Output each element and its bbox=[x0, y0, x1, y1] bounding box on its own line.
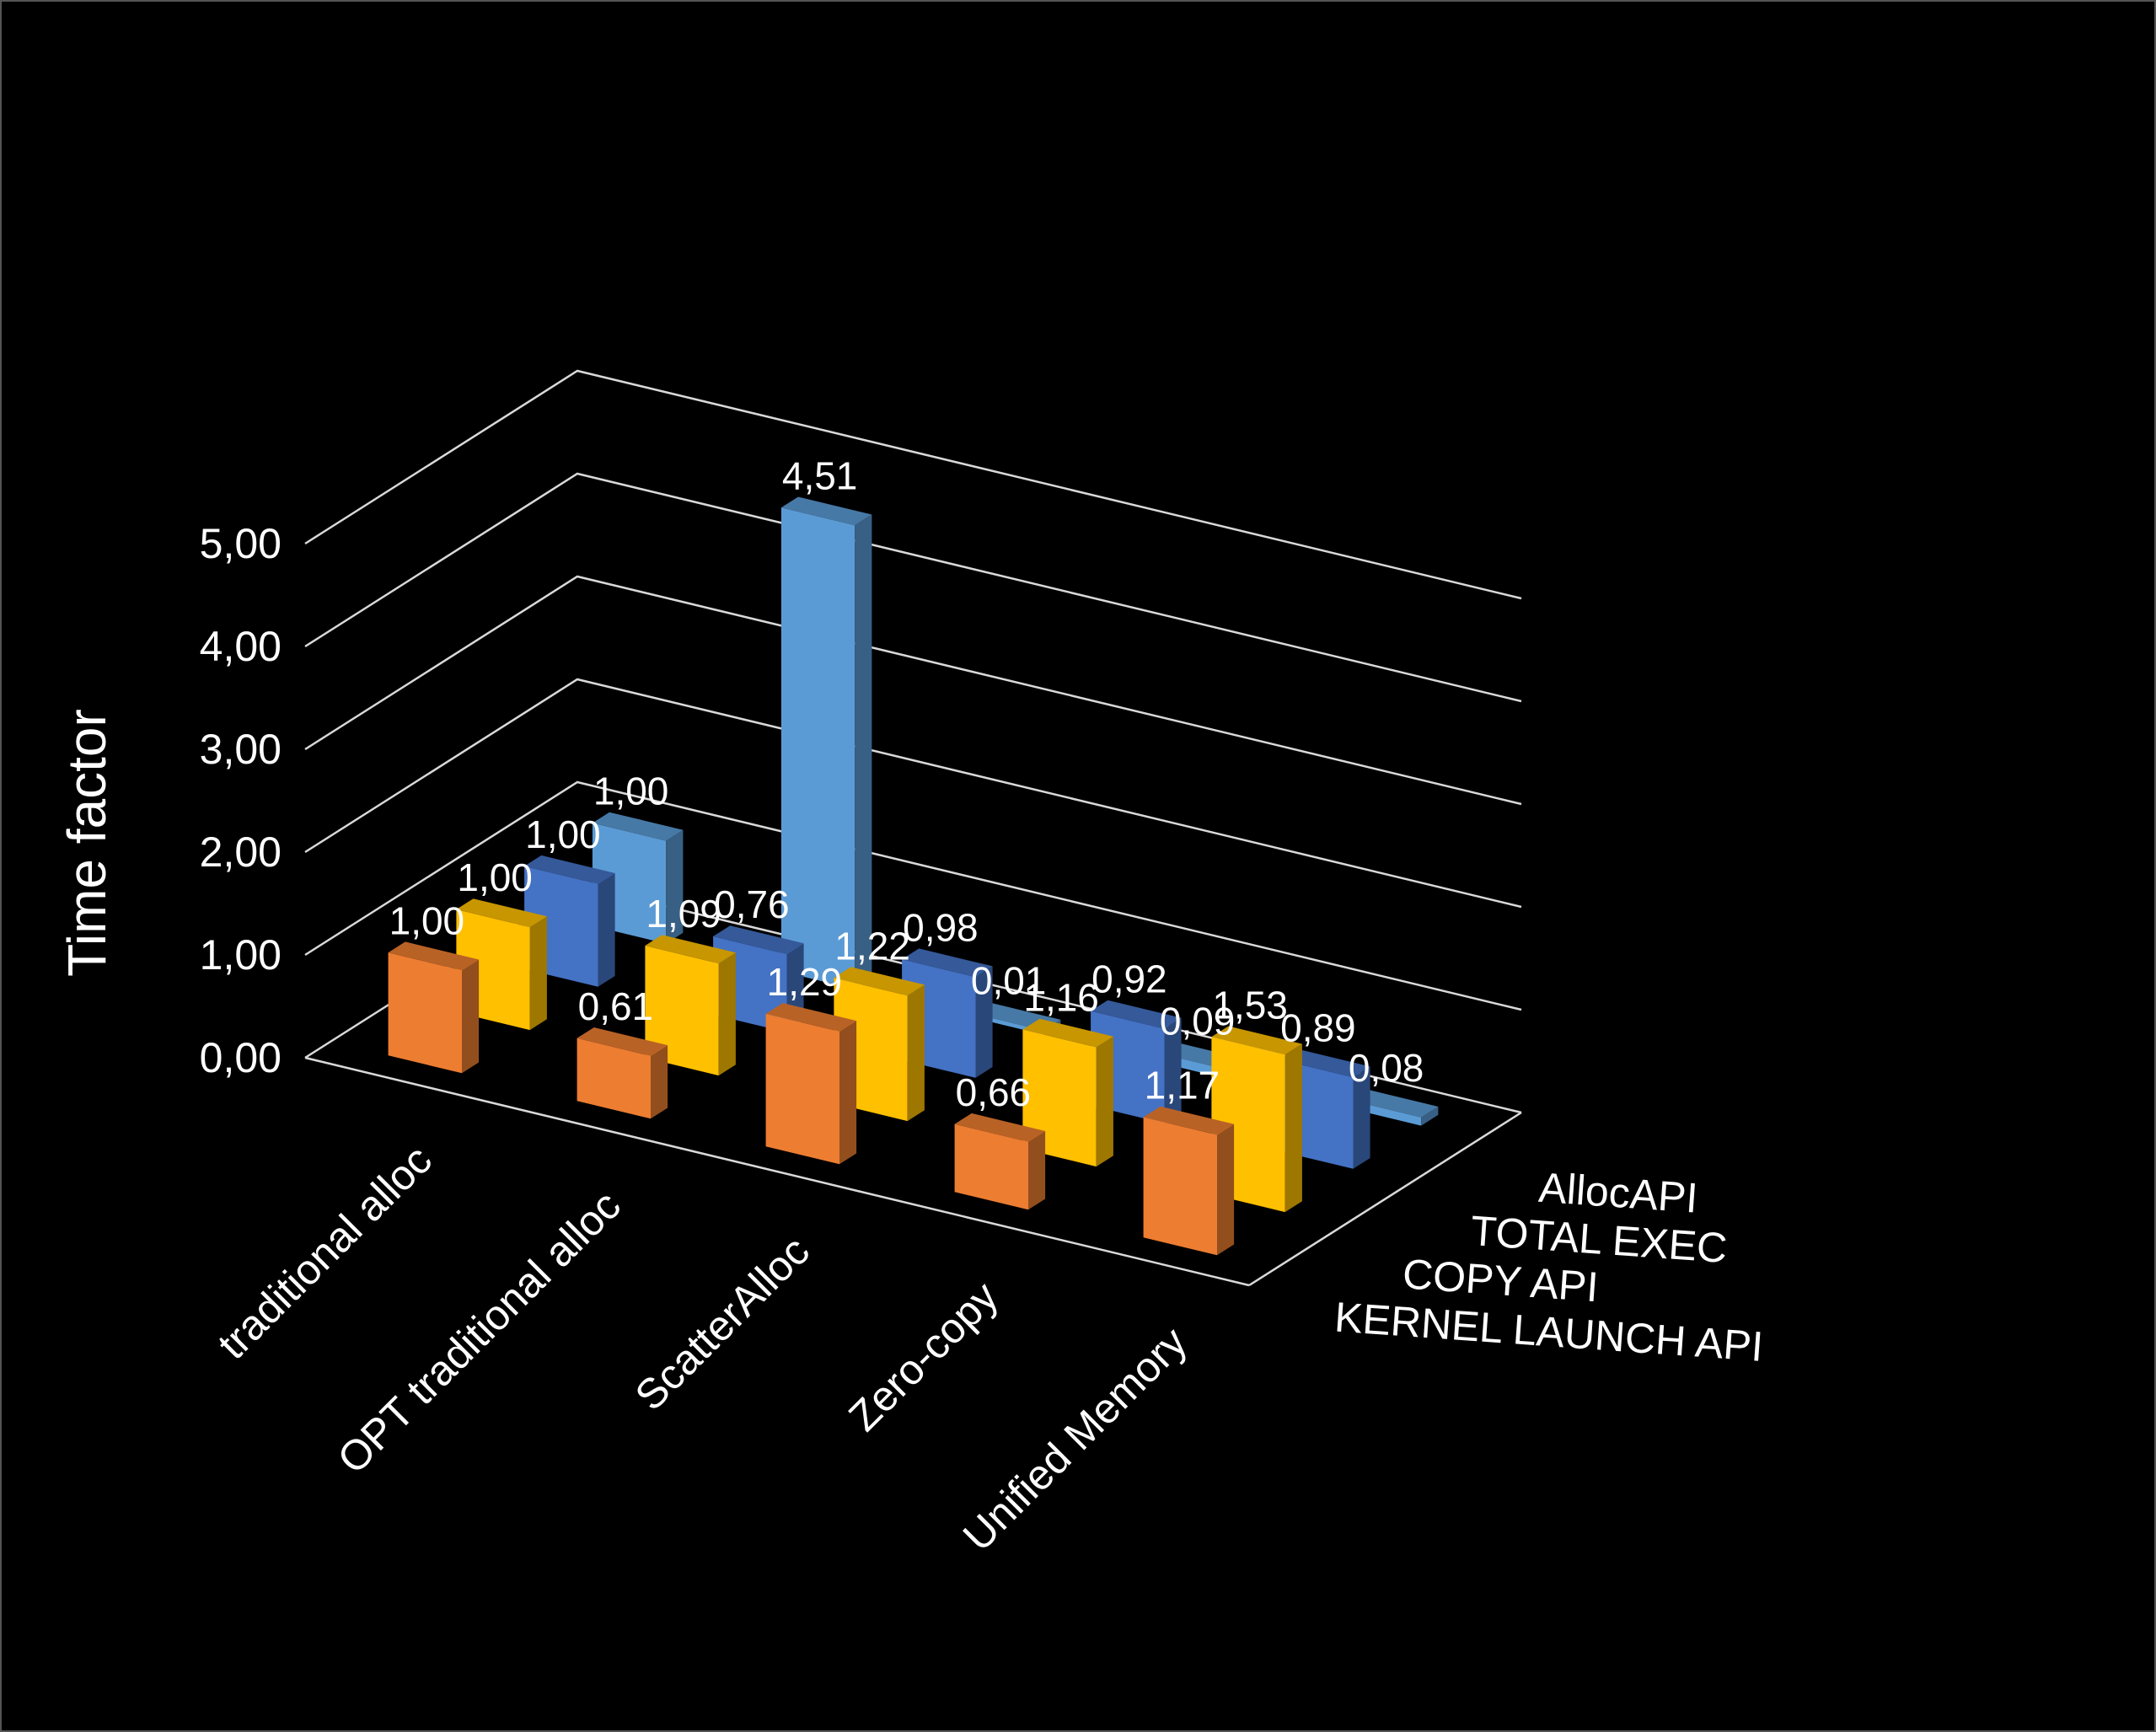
floor-right-edge bbox=[1248, 1111, 1522, 1287]
floor-front-edge bbox=[304, 1056, 1250, 1287]
bar-front-face bbox=[765, 1013, 839, 1165]
y-tick-label: 3,00 bbox=[200, 726, 282, 773]
data-label-allocapi-traditional-alloc: 1,00 bbox=[593, 769, 669, 813]
gridline bbox=[304, 678, 1522, 909]
data-label-copy-api-zero-copy: 1,16 bbox=[1023, 976, 1099, 1020]
data-label-kernel-launch-api-zero-copy: 0,66 bbox=[956, 1070, 1032, 1114]
bar-side-face bbox=[1353, 1066, 1370, 1169]
data-label-allocapi-scatteralloc: 0,01 bbox=[971, 959, 1047, 1003]
y-axis-ticks: 0,00 1,00 2,00 3,00 4,00 5,00 bbox=[200, 520, 282, 1081]
bar-side-face bbox=[666, 829, 684, 944]
data-label-total-exec-scatteralloc: 0,98 bbox=[903, 905, 979, 949]
gridline bbox=[304, 575, 1522, 806]
data-label-allocapi-zero-copy: 0,09 bbox=[1160, 1000, 1236, 1043]
data-label-kernel-launch-api-unified-memory: 1,17 bbox=[1145, 1064, 1220, 1107]
data-label-copy-api-scatteralloc: 1,22 bbox=[834, 924, 910, 968]
bar-allocapi-opt-traditional-alloc bbox=[780, 496, 872, 989]
bar-kernel-launch-api-zero-copy bbox=[954, 1113, 1046, 1210]
bars bbox=[388, 496, 1439, 1256]
bar-side-face bbox=[529, 916, 547, 1031]
bar-front-face bbox=[1143, 1117, 1217, 1256]
bar-kernel-launch-api-unified-memory bbox=[1143, 1106, 1235, 1256]
bar-top-face bbox=[1143, 1106, 1235, 1135]
bar-front-face bbox=[780, 507, 855, 989]
data-label-allocapi-unified-memory: 0,08 bbox=[1349, 1046, 1424, 1090]
bar-kernel-launch-api-opt-traditional-alloc bbox=[577, 1027, 668, 1119]
data-label-total-exec-zero-copy: 0,92 bbox=[1091, 957, 1167, 1001]
bar-top-face bbox=[1022, 1018, 1113, 1048]
y-tick-label: 5,00 bbox=[200, 520, 282, 567]
bar-top-face bbox=[902, 948, 993, 978]
bar-side-face bbox=[462, 959, 480, 1074]
bar-top-face bbox=[954, 1113, 1046, 1142]
bar-side-face bbox=[839, 1021, 857, 1165]
bar-side-face bbox=[907, 984, 925, 1122]
y-tick-label: 4,00 bbox=[200, 623, 282, 670]
data-label-total-exec-opt-traditional-alloc: 0,76 bbox=[714, 882, 790, 926]
data-label-kernel-launch-api-scatteralloc: 1,29 bbox=[767, 960, 843, 1004]
bar-side-face bbox=[718, 952, 736, 1076]
data-label-total-exec-unified-memory: 0,89 bbox=[1280, 1005, 1356, 1049]
bar-top-face bbox=[713, 925, 804, 955]
bar-top-face bbox=[592, 812, 684, 841]
bar-side-face bbox=[1164, 1017, 1182, 1123]
y-tick-label: 0,00 bbox=[200, 1034, 282, 1081]
y-tick-label: 2,00 bbox=[200, 828, 282, 876]
bar-side-face bbox=[1217, 1123, 1235, 1256]
data-label-copy-api-unified-memory: 1,53 bbox=[1212, 983, 1288, 1027]
gridline bbox=[304, 472, 1522, 703]
bar-top-face bbox=[645, 935, 736, 964]
bar-top-face bbox=[1279, 1048, 1370, 1078]
bar-top-face bbox=[1091, 1000, 1182, 1029]
y-axis-title: Time factor bbox=[56, 709, 117, 977]
gridline bbox=[304, 780, 1522, 1011]
data-label-allocapi-opt-traditional-alloc: 4,51 bbox=[782, 453, 858, 497]
bar-side-face bbox=[855, 514, 872, 989]
data-label-kernel-launch-api-opt-traditional-alloc: 0,61 bbox=[578, 984, 654, 1028]
y-tick-label: 1,00 bbox=[200, 931, 282, 979]
bar-copy-api-opt-traditional-alloc bbox=[645, 935, 736, 1076]
data-label-total-exec-traditional-alloc: 1,00 bbox=[525, 812, 601, 856]
bar-kernel-launch-api-traditional-alloc bbox=[388, 941, 480, 1074]
bar-side-face bbox=[651, 1045, 668, 1119]
bar-front-face bbox=[645, 946, 719, 1076]
data-label-copy-api-traditional-alloc: 1,00 bbox=[457, 855, 533, 899]
data-label-copy-api-opt-traditional-alloc: 1,09 bbox=[646, 892, 721, 936]
bar-kernel-launch-api-scatteralloc bbox=[765, 1003, 857, 1165]
bar-side-face bbox=[1096, 1036, 1113, 1167]
bar-side-face bbox=[598, 873, 615, 987]
bar-top-face bbox=[1347, 1088, 1439, 1118]
bar-top-face bbox=[834, 967, 925, 996]
bar-top-face bbox=[524, 855, 615, 884]
data-label-kernel-launch-api-traditional-alloc: 1,00 bbox=[389, 898, 465, 942]
series-label-allocapi: AllocAPI bbox=[1537, 1164, 1699, 1222]
bar-front-face bbox=[388, 952, 462, 1074]
bar-top-face bbox=[577, 1027, 668, 1056]
bar-top-face bbox=[765, 1003, 857, 1032]
bar-side-face bbox=[1028, 1131, 1046, 1210]
gridlines bbox=[304, 369, 1522, 1287]
bar-top-face bbox=[780, 496, 872, 526]
gridline bbox=[304, 369, 1522, 600]
bar-top-face bbox=[1211, 1026, 1302, 1055]
bar-front-face bbox=[954, 1123, 1028, 1210]
bar-side-face bbox=[1284, 1043, 1302, 1213]
bar-front-face bbox=[577, 1038, 651, 1119]
data-labels: 1,00 4,51 0,01 0,09 0,08 1,00 0,76 0,98 0,92 0,89… bbox=[389, 453, 1424, 1113]
bar-side-face bbox=[975, 966, 993, 1078]
bar-side-face bbox=[1421, 1107, 1439, 1126]
bar-top-face bbox=[456, 898, 547, 928]
bar-top-face bbox=[388, 941, 480, 971]
